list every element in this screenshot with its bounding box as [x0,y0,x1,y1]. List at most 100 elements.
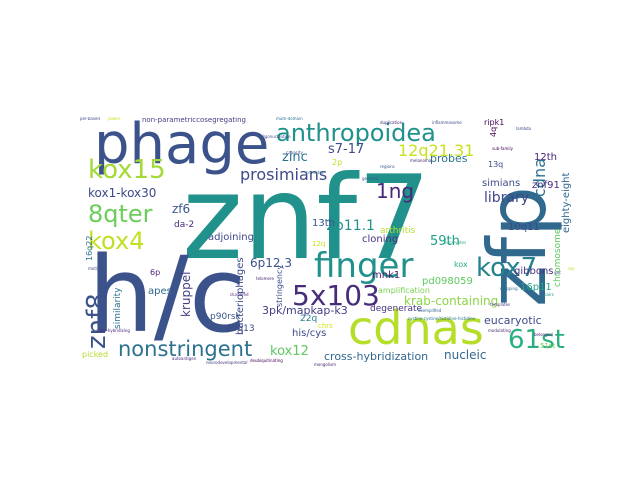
word-krab-containing: krab-containing [404,294,499,308]
word-clustered: clustered [230,292,249,297]
word-16q22: 16q22 [85,235,94,261]
word-melanoma: melanoma [410,158,432,163]
word-primates: primates [306,170,324,175]
word-sub-family: sub-family [492,146,513,151]
word-anthropoidea: anthropoidea [276,119,436,147]
word-kox15: kox15 [88,155,166,185]
word-kruppel: kruppel [179,271,193,317]
word-cdnas: cdnas [348,301,484,355]
word-lambda: lambda [516,126,531,131]
word-ssp: ssp [568,266,575,271]
word-2p: 2p [332,158,343,167]
word-mnk1: mnk1 [372,270,401,281]
word-eucaryotes: eucaryotes [444,240,467,245]
word-12q21-31: 12q21.31 [398,141,475,160]
word-da-2: da-2 [174,220,195,230]
word-zf6: zf6 [172,202,191,216]
word-multi-domain: multi-domain [276,117,303,121]
word-cloud: znf7 h/c zfp phage cdnas finger anthropo… [80,117,578,367]
word-nonstringent: nonstringent [118,337,253,361]
word-library: library [484,190,530,206]
word-eucaryotic: eucaryotic [484,314,542,327]
word-16p11: 16p11 [520,282,552,293]
word-kox1-kox30: kox1-kox30 [88,186,157,200]
word-znf91: znf91 [532,180,560,191]
word-exemplified: exemplified [418,308,442,313]
word-mapping: mapping [500,286,518,291]
word-oligonucleotide: oligonucleotide [260,134,291,139]
word-13q: 13q [488,160,504,169]
word-kox7: kox7 [476,253,538,283]
word-his-cys: his/cys [292,328,327,339]
word-deubiquitinating: deubiquitinating [250,358,283,363]
word-61st: 61st [508,325,565,355]
word-kox4: kox4 [88,227,145,255]
word-picked: picked [82,350,109,359]
word-modulating: modulating [488,328,511,333]
word-20q13: 20q13 [226,324,255,334]
word-pairs: pairs [544,292,554,297]
word-2p11-1: 2p11.1 [326,218,375,234]
word-apes: apes [148,286,172,297]
word-cdna: cdna [530,158,549,197]
word-cloning: cloning [362,234,399,245]
word-non-parametriccosegregating: non-parametriccosegregating [142,117,246,124]
word-kox: kox [454,260,468,269]
word-6p12-3: 6p12.3 [250,256,292,270]
word-cross-hybridizing: cross-hybridizing [96,328,130,333]
word-finger: finger [314,246,414,286]
word-51st: 51st [540,342,556,350]
word-s7-17: s7-17 [328,142,365,157]
word-motif: motif [88,266,99,271]
word-regions: regions [380,164,395,169]
word-59th: 59th [430,234,460,249]
word-power: power [108,117,121,121]
word-3pk-mapkap-k3: 3pk/mapkap-k3 [262,304,348,317]
word-per-based: per-based [80,117,100,121]
word-1ng: 1ng [376,179,415,203]
word-chromosome: chromosome [553,228,563,287]
word-chrs: chrs [318,322,333,330]
word-pd098059: pd098059 [422,276,473,287]
word-cystine-cystine: cystine-cystine/histidine-histidine [408,316,475,321]
word-12q: 12q [312,240,326,248]
word-amplification: amplification [378,286,430,295]
word-genomic: genomic [362,176,380,181]
word-stringency: stringency [275,264,284,307]
word-mongolism: mongolism [314,362,337,367]
word-5x103: 5x103 [292,279,380,312]
word-adjoining: adjoining [208,232,254,243]
word-similarity: similarity [113,287,123,329]
word-13th: 13th [312,218,335,229]
word-duplication: duplication [380,120,403,125]
word-zinc: zinc [282,150,308,165]
word-kox12: kox12 [270,344,309,359]
word-nucleic: nucleic [444,348,487,362]
word-cross-hybridization: cross-hybridization [324,350,429,363]
word-p90rsk: p90rsk [210,312,241,322]
word-8qter: 8qter [88,200,153,228]
word-gibbons: gibbons [514,266,554,277]
word-simians: simians [482,178,521,189]
word-capacity: capacity [286,150,303,155]
word-autoantigen: autoantigen [172,356,197,361]
word-belonged: belonged [534,332,553,337]
word-10q11: 10q11 [508,222,540,233]
word-znf8: znf8 [82,293,112,349]
word-znf7: znf7 [182,151,432,286]
word-templates: templates [490,302,511,307]
word-probes: probes [430,152,468,165]
word-eighty-eight: eighty-eight [561,172,572,233]
word-degenerate: degenerate [370,304,423,314]
word-inflammasome: inflammasome [432,120,462,125]
word-4q: 4q [489,126,498,137]
word-12th: 12th [534,152,557,163]
word-ripk1: ripk1 [484,118,505,127]
word-yac: yac [554,270,562,275]
word-22q: 22q [300,314,318,324]
word-h-c: h/c [88,234,247,356]
word-telomere: telomere [256,276,274,281]
word-phage: phage [94,117,270,177]
word-prosimians: prosimians [240,165,328,184]
word-arthritis: arthritis [380,226,416,236]
